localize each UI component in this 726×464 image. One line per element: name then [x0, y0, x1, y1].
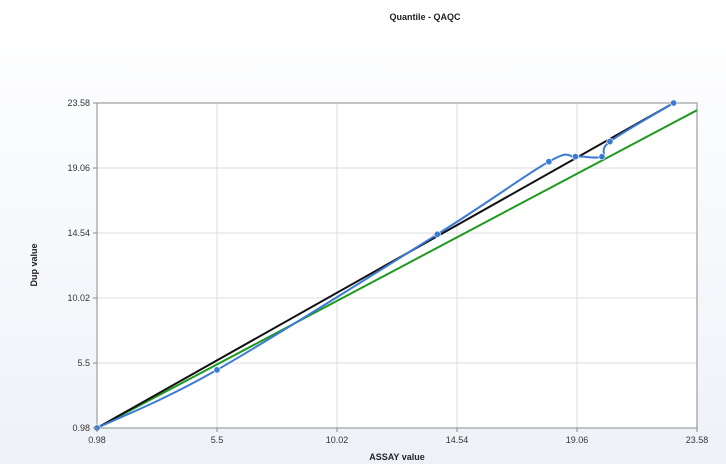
quantile-point — [606, 138, 614, 146]
x-tick-label: 10.02 — [326, 435, 349, 445]
quantile-point — [433, 230, 441, 238]
x-tick-label: 0.98 — [88, 435, 106, 445]
y-tick-label: 5.5 — [77, 358, 90, 368]
quantile-point — [571, 153, 579, 161]
series-layer — [93, 99, 698, 432]
x-tick-label: 23.58 — [686, 435, 709, 445]
plot-border — [96, 102, 698, 429]
x-tick-label: 5.5 — [211, 435, 224, 445]
quantile-point — [213, 366, 221, 374]
plot-area — [93, 99, 698, 432]
regression-line — [96, 109, 698, 429]
quantile-point — [545, 158, 553, 166]
x-axis-title: ASSAY value — [369, 452, 425, 462]
y-tick-label: 0.98 — [72, 423, 90, 433]
y-tick-label: 19.06 — [67, 163, 90, 173]
x-tick-label: 14.54 — [446, 435, 469, 445]
y-tick-label: 14.54 — [67, 228, 90, 238]
y-tick-label: 10.02 — [67, 293, 90, 303]
quantile-point — [670, 99, 678, 107]
y-axis-title: Dup value — [29, 243, 39, 286]
y-axis-ticks: 0.98 5.5 10.02 14.54 19.06 23.58 — [67, 98, 97, 433]
quantile-point — [598, 153, 606, 161]
x-tick-label: 19.06 — [566, 435, 589, 445]
x-axis-ticks: 0.98 5.5 10.02 14.54 19.06 23.58 — [88, 428, 708, 445]
y-tick-label: 23.58 — [67, 98, 90, 108]
chart-title: Quantile - QAQC — [389, 12, 461, 22]
